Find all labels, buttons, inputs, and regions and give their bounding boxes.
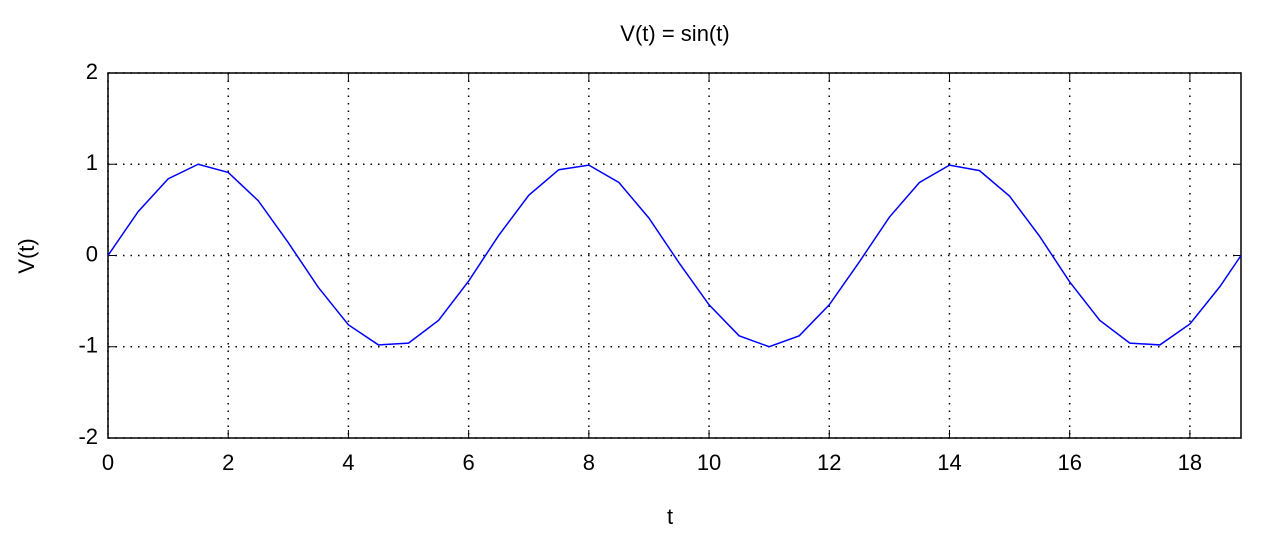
y-tick-label: -2 xyxy=(78,424,98,449)
x-tick-label: 18 xyxy=(1178,450,1202,475)
x-tick-label: 10 xyxy=(697,450,721,475)
x-axis-label: t xyxy=(667,504,673,529)
x-tick-label: 2 xyxy=(222,450,234,475)
line-series xyxy=(107,163,1242,348)
x-tick-label: 6 xyxy=(463,450,475,475)
y-tick-label: 1 xyxy=(86,150,98,175)
x-tick-label: 4 xyxy=(342,450,354,475)
x-tick-label: 16 xyxy=(1057,450,1081,475)
y-tick-label: 2 xyxy=(86,59,98,84)
x-tick-label: 8 xyxy=(583,450,595,475)
y-tick-label: -1 xyxy=(78,333,98,358)
y-tick-label: 0 xyxy=(86,241,98,266)
x-tick-label: 14 xyxy=(937,450,961,475)
y-axis-label: V(t) xyxy=(14,238,39,273)
x-tick-label: 12 xyxy=(817,450,841,475)
chart-title: V(t) = sin(t) xyxy=(620,21,729,46)
x-tick-label: 0 xyxy=(102,450,114,475)
